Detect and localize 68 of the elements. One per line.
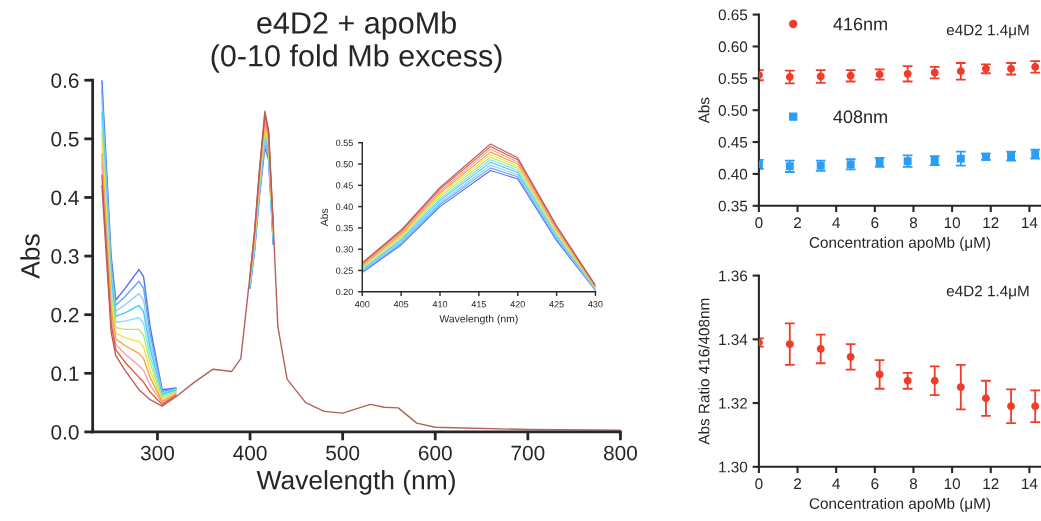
y-tick-label: 0.45 <box>336 182 353 189</box>
x-axis-title: Wavelength (nm) <box>439 314 518 325</box>
y-axis-title: Abs <box>698 97 710 124</box>
x-tick-label: 14 <box>1022 217 1038 228</box>
x-tick-label: 430 <box>588 301 603 308</box>
y-tick-label: 0.20 <box>336 288 353 296</box>
y-tick-label: 0.30 <box>336 246 353 253</box>
y-tick-label: 1.32 <box>719 397 748 409</box>
x-tick-label: 800 <box>603 445 637 461</box>
y-tick-label: 0.55 <box>718 73 748 85</box>
y-tick-label: 0.40 <box>336 203 353 210</box>
x-tick-label: 405 <box>393 301 409 308</box>
annotation: e4D2 1.4μM <box>946 24 1029 39</box>
y-tick-label: 1.34 <box>719 334 748 346</box>
chart-title: e4D2 + apoMb (0-10 fold Mb excess) <box>211 11 502 73</box>
y-tick-label: 0.40 <box>718 168 748 180</box>
y-tick-label: 0.45 <box>718 136 748 148</box>
x-tick-label: 300 <box>140 445 175 461</box>
y-tick-label: 0.6 <box>51 73 79 88</box>
x-tick-label: 8 <box>909 217 918 229</box>
x-tick-label: 415 <box>471 301 487 308</box>
x-tick-label: 0 <box>755 217 763 229</box>
y-tick-label: 1.30 <box>719 461 748 473</box>
x-tick-label: 6 <box>871 478 879 490</box>
x-tick-label: 12 <box>983 478 999 489</box>
y-tick-label: 0.3 <box>51 249 79 264</box>
y-tick-label: 0.5 <box>51 131 79 147</box>
x-tick-label: 12 <box>983 217 999 228</box>
x-tick-label: 10 <box>944 217 961 229</box>
x-axis-title: Wavelength (nm) <box>256 470 455 495</box>
x-tick-label: 14 <box>1022 478 1038 489</box>
y-tick-label: 0.65 <box>718 9 748 21</box>
x-tick-label: 500 <box>326 445 360 461</box>
x-tick-label: 8 <box>909 478 918 490</box>
y-tick-label: 0.60 <box>718 41 748 53</box>
y-tick-label: 1.36 <box>719 270 748 282</box>
y-tick-label: 0.4 <box>51 190 79 206</box>
x-tick-label: 0 <box>755 478 763 490</box>
x-tick-label: 400 <box>354 301 370 308</box>
y-tick-label: 0.25 <box>336 267 353 274</box>
x-tick-label: 4 <box>832 478 840 489</box>
y-tick-label: 0.50 <box>718 105 748 116</box>
x-tick-label: 425 <box>549 301 564 308</box>
x-axis-title: Concentration apoMb (μM) <box>809 236 991 251</box>
y-tick-label: 0.55 <box>336 139 353 147</box>
x-tick-label: 2 <box>794 478 802 489</box>
annotation: e4D2 1.4μM <box>946 285 1029 300</box>
y-tick-label: 0.0 <box>51 424 79 440</box>
y-tick-label: 0.35 <box>718 200 748 212</box>
x-tick-label: 700 <box>511 445 545 461</box>
y-tick-label: 0.35 <box>336 224 353 232</box>
legend-label: 408nm <box>833 110 887 124</box>
y-axis-title: Abs <box>20 234 40 279</box>
x-tick-label: 420 <box>510 301 525 308</box>
x-tick-label: 2 <box>794 217 802 228</box>
y-tick-label: 0.50 <box>336 161 353 168</box>
x-tick-label: 6 <box>871 217 879 229</box>
legend-label: 416nm <box>833 17 887 31</box>
x-axis-title: Concentration apoMb (μM) <box>809 497 991 512</box>
x-tick-label: 10 <box>944 478 961 490</box>
x-tick-label: 4 <box>832 217 840 228</box>
y-axis-title: Abs <box>320 208 329 227</box>
x-tick-label: 400 <box>233 445 267 461</box>
y-tick-label: 0.2 <box>51 307 79 323</box>
y-tick-label: 0.1 <box>51 366 79 382</box>
x-tick-label: 600 <box>418 445 452 461</box>
x-tick-label: 410 <box>432 301 448 308</box>
y-axis-title: Abs Ratio 416/408nm <box>698 298 710 445</box>
